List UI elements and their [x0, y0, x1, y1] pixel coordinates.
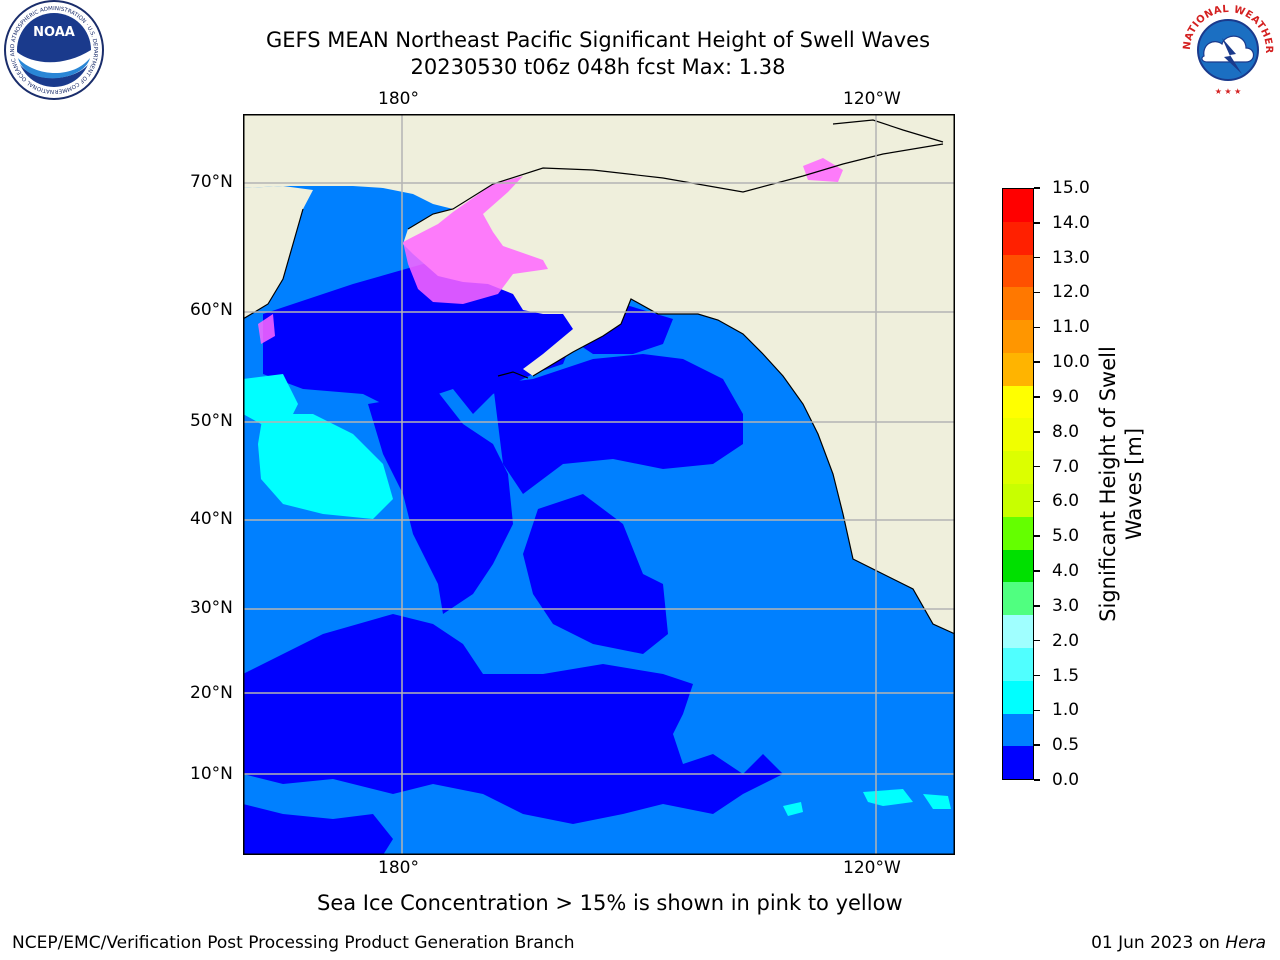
lon-label-top-120w: 120°W	[843, 89, 901, 109]
colorbar-tick-label: 15.0	[1052, 178, 1090, 198]
sea-ice-note: Sea Ice Concentration > 15% is shown in …	[317, 891, 903, 915]
colorbar-segment	[1003, 352, 1033, 386]
colorbar-tick-label: 0.5	[1052, 735, 1080, 756]
colorbar-tick-mark	[1034, 535, 1040, 537]
lon-label-bottom-180: 180°	[378, 858, 419, 878]
colorbar-segment	[1003, 582, 1033, 616]
colorbar-tick-label: 13.0	[1052, 247, 1090, 268]
colorbar-tick-mark	[1034, 326, 1040, 329]
colorbar-tick-mark	[1034, 361, 1040, 363]
lat-label-30n: 30°N	[190, 598, 233, 618]
ocean-swell-0-0-5-regions	[243, 264, 783, 855]
colorbar-tick-mark	[1034, 744, 1040, 746]
colorbar-tick-mark	[1034, 431, 1040, 433]
colorbar-tick-label: 11.0	[1052, 317, 1090, 338]
colorbar-segment	[1003, 385, 1033, 419]
colorbar-segment	[1003, 647, 1033, 681]
lat-label-60n: 60°N	[190, 300, 233, 320]
map-subtitle: 20230530 t06z 048h fcst Max: 1.38	[410, 55, 786, 79]
colorbar-segment	[1003, 254, 1033, 288]
colorbar-tick-label: 5.0	[1052, 526, 1080, 547]
colorbar-tick-label: 0.0	[1052, 770, 1080, 790]
colorbar-segment	[1003, 746, 1033, 780]
colorbar-label-line2: Waves [m]	[1122, 427, 1146, 541]
lat-label-50n: 50°N	[190, 411, 233, 431]
footer-date-text: 01 Jun 2023 on	[1091, 933, 1226, 953]
colorbar-tick-label: 3.0	[1052, 595, 1080, 616]
colorbar-tick-label: 6.0	[1052, 491, 1080, 512]
colorbar-tick-mark	[1034, 605, 1040, 607]
colorbar-tick-label: 2.0	[1052, 630, 1080, 651]
colorbar-segment	[1003, 287, 1033, 321]
lon-label-top-180: 180°	[378, 89, 419, 109]
footer-producer: NCEP/EMC/Verification Post Processing Pr…	[12, 933, 575, 953]
colorbar-tick-label: 9.0	[1052, 386, 1080, 407]
colorbar-segment	[1003, 484, 1033, 517]
colorbar-segment	[1003, 418, 1033, 452]
colorbar-tick-mark	[1034, 187, 1040, 189]
colorbar-tick-label: 8.0	[1052, 421, 1080, 442]
noaa-logo-icon: NATIONAL OCEANIC AND ATMOSPHERIC ADMINIS…	[2, 0, 104, 100]
lat-label-10n: 10°N	[190, 764, 233, 784]
colorbar-label-line1: Significant Height of Swell	[1096, 346, 1120, 622]
colorbar-segment	[1003, 516, 1033, 550]
colorbar-tick-mark	[1034, 570, 1040, 572]
colorbar-tick-mark	[1034, 396, 1040, 398]
colorbar-tick-mark	[1034, 639, 1040, 642]
colorbar-segment	[1003, 189, 1033, 222]
coastlines	[243, 119, 955, 635]
colorbar-tick-mark	[1034, 709, 1040, 712]
colorbar-segment	[1003, 615, 1033, 648]
ocean-swell-1-1-5-regions	[243, 374, 951, 816]
colorbar-segment	[1003, 451, 1033, 485]
colorbar-tick-mark	[1034, 674, 1040, 677]
colorbar-segment	[1003, 549, 1033, 583]
colorbar-tick-label: 14.0	[1052, 212, 1090, 233]
colorbar-tick-label: 12.0	[1052, 282, 1090, 303]
colorbar-tick-label: 10.0	[1052, 352, 1090, 373]
colorbar-tick-mark	[1034, 465, 1040, 468]
colorbar-segment	[1003, 680, 1033, 714]
footer-date: 01 Jun 2023 on Hera	[1091, 933, 1266, 953]
colorbar-tick-label: 1.5	[1052, 665, 1080, 686]
colorbar-segment	[1003, 320, 1033, 353]
colorbar	[1002, 188, 1034, 780]
svg-text:★ ★ ★: ★ ★ ★	[1215, 87, 1242, 96]
swell-height-map	[243, 114, 955, 855]
colorbar-tick-mark	[1034, 222, 1040, 224]
lat-label-70n: 70°N	[190, 172, 233, 192]
nws-logo-icon: NATIONAL WEATHER SERVICE ★ ★ ★	[1178, 0, 1275, 97]
lon-label-bottom-120w: 120°W	[843, 858, 901, 878]
colorbar-tick-mark	[1034, 291, 1040, 294]
colorbar-tick-label: 4.0	[1052, 561, 1080, 582]
lat-label-20n: 20°N	[190, 683, 233, 703]
map-frame	[243, 114, 955, 855]
colorbar-tick-label: 7.0	[1052, 456, 1080, 477]
colorbar-tick-label: 1.0	[1052, 700, 1080, 721]
colorbar-tick-mark	[1034, 500, 1040, 503]
lat-label-40n: 40°N	[190, 509, 233, 529]
map-title: GEFS MEAN Northeast Pacific Significant …	[265, 28, 931, 52]
colorbar-segment	[1003, 221, 1033, 255]
colorbar-ticks: 15.0 14.0 13.0 12.0 11.0 10.0 9.0 8.0 7.0 6.0 5.0 4…	[1034, 178, 1114, 790]
noaa-logo-text: NOAA	[33, 25, 75, 40]
footer-host: Hera	[1225, 933, 1266, 953]
colorbar-tick-mark	[1034, 779, 1040, 781]
colorbar-tick-mark	[1034, 256, 1040, 259]
colorbar-segment	[1003, 713, 1033, 747]
graticule	[243, 114, 955, 855]
